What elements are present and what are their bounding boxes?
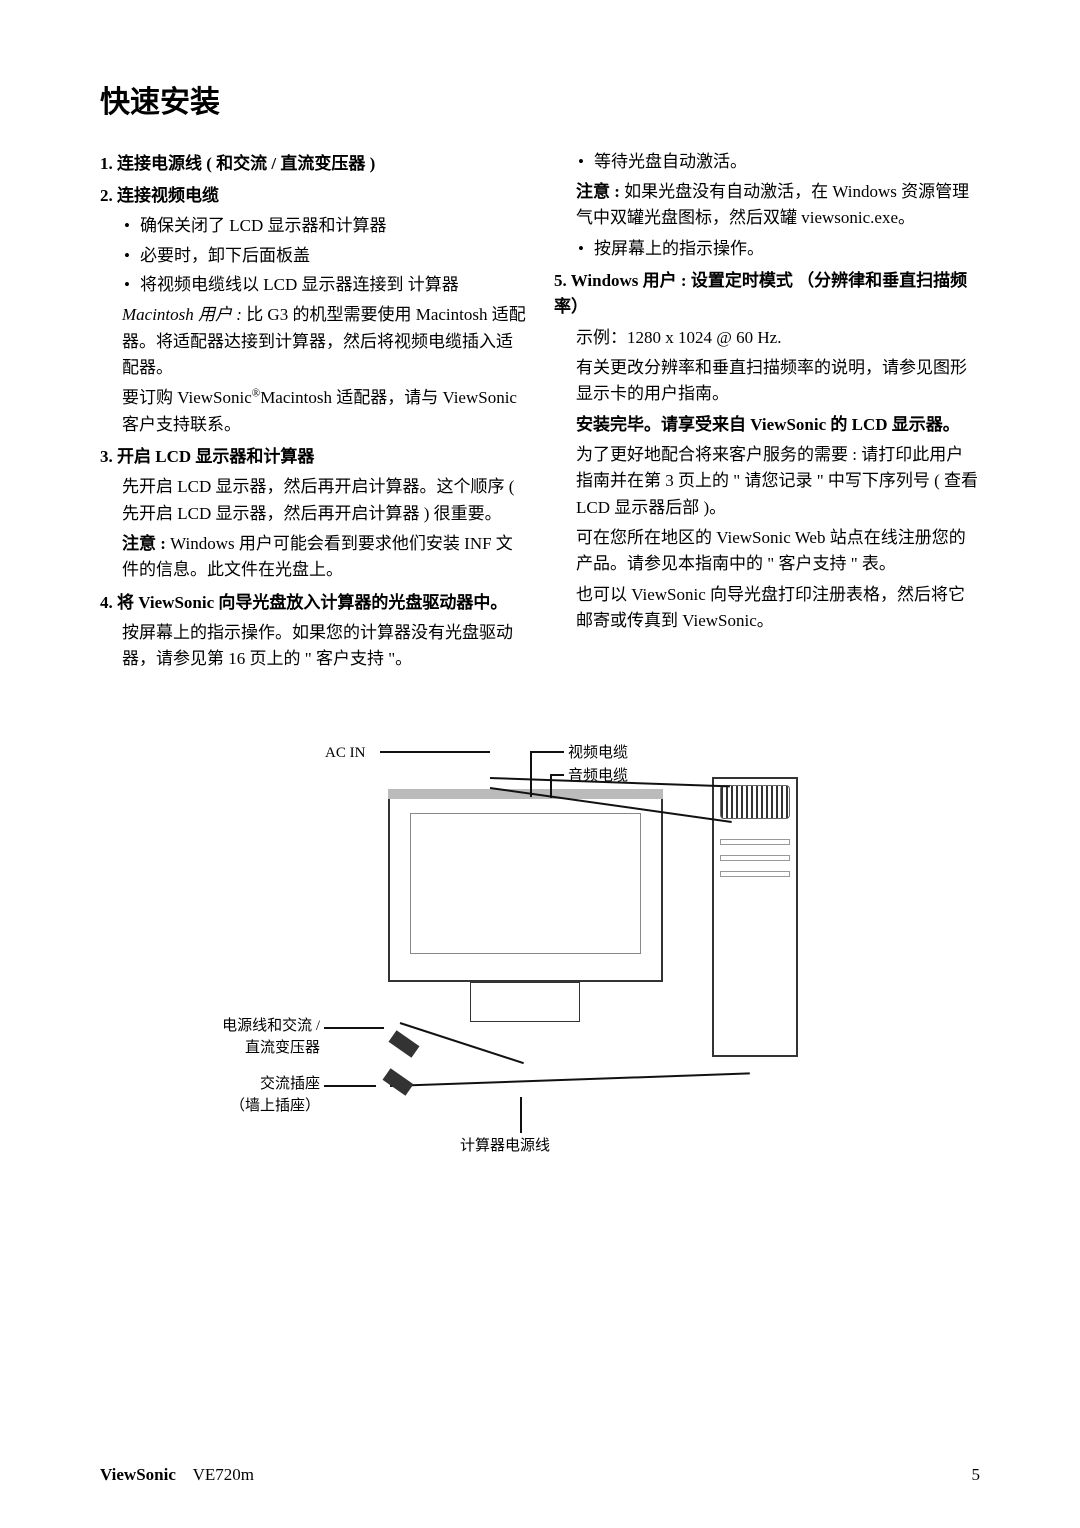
- footer-brand: ViewSonic: [100, 1465, 176, 1484]
- plug-icon: [383, 1068, 414, 1096]
- step-2-bullet-2: 必要时，卸下后面板盖: [122, 243, 526, 269]
- step-2-bullet-1: 确保关闭了 LCD 显示器和计算器: [122, 213, 526, 239]
- computer-slot: [720, 839, 790, 845]
- label-power-adapter-l2: 直流变压器: [190, 1037, 320, 1060]
- connection-diagram: AC IN 视频电缆 音频电缆 电源线和交流 / 直流变压器 交流插座 （墙上插…: [100, 717, 980, 1157]
- leader-line: [530, 751, 564, 753]
- step-4-head: 4. 将 ViewSonic 向导光盘放入计算器的光盘驱动器中。: [100, 590, 526, 616]
- left-column: 1. 连接电源线 ( 和交流 / 直流变压器 ) 2. 连接视频电缆 确保关闭了…: [100, 145, 526, 677]
- footer-left: ViewSonic VE720m: [100, 1462, 254, 1488]
- monitor-icon: [388, 797, 663, 982]
- step-3-note-lead: 注意 :: [122, 534, 166, 553]
- leader-line: [550, 774, 564, 776]
- right-note1-text: 如果光盘没有自动激活，在 Windows 资源管理气中双罐光盘图标，然后双罐 v…: [576, 182, 969, 227]
- page-title: 快速安装: [100, 80, 980, 127]
- step-5-p1: 有关更改分辨率和垂直扫描频率的说明，请参见图形显示卡的用户指南。: [576, 355, 980, 408]
- right-cont: 等待光盘自动激活。 注意 : 如果光盘没有自动激活，在 Windows 资源管理…: [576, 149, 980, 262]
- step-5-p4: 也可以 ViewSonic 向导光盘打印注册表格，然后将它邮寄或传真到 View…: [576, 582, 980, 635]
- leader-line: [530, 751, 532, 797]
- right-note-1: 注意 : 如果光盘没有自动激活，在 Windows 资源管理气中双罐光盘图标，然…: [576, 179, 980, 232]
- step-5-p2: 为了更好地配合将来客户服务的需要 : 请打印此用户指南并在第 3 页上的 " 请…: [576, 442, 980, 521]
- step-2-bullet-3: 将视频电缆线以 LCD 显示器连接到 计算器: [122, 272, 526, 298]
- step-5-done: 安装完毕。请享受来自 ViewSonic 的 LCD 显示器。: [576, 412, 980, 438]
- step-2-body: 确保关闭了 LCD 显示器和计算器 必要时，卸下后面板盖 将视频电缆线以 LCD…: [122, 213, 526, 438]
- footer-model: VE720m: [193, 1465, 254, 1484]
- computer-tower-icon: [712, 777, 798, 1057]
- mac-text-2a: 要订购 ViewSonic: [122, 388, 252, 407]
- leader-line: [550, 774, 552, 798]
- step-3-head: 3. 开启 LCD 显示器和计算器: [100, 444, 526, 470]
- leader-line: [324, 1027, 384, 1029]
- label-ac-in: AC IN: [325, 742, 365, 765]
- step-3-p1: 先开启 LCD 显示器，然后再开启计算器。这个顺序 ( 先开启 LCD 显示器，…: [122, 474, 526, 527]
- leader-line: [324, 1085, 376, 1087]
- cable-computer-power: [390, 1072, 750, 1087]
- step-5-p3: 可在您所在地区的 ViewSonic Web 站点在线注册您的产品。请参见本指南…: [576, 525, 980, 578]
- mac-lead: Macintosh 用户 :: [122, 305, 242, 324]
- step-3-body: 先开启 LCD 显示器，然后再开启计算器。这个顺序 ( 先开启 LCD 显示器，…: [122, 474, 526, 583]
- page-footer: ViewSonic VE720m 5: [100, 1462, 980, 1488]
- step-3-note-text: Windows 用户可能会看到要求他们安装 INF 文件的信息。此文件在光盘上。: [122, 534, 513, 579]
- step-4-p1: 按屏幕上的指示操作。如果您的计算器没有光盘驱动器，请参见第 16 页上的 " 客…: [122, 620, 526, 673]
- leader-line: [520, 1097, 522, 1133]
- registered-mark: ®: [252, 388, 260, 400]
- plug-icon: [389, 1030, 420, 1058]
- computer-psu: [720, 785, 790, 819]
- step-2-mac-1: Macintosh 用户 : 比 G3 的机型需要使用 Macintosh 适配…: [122, 302, 526, 381]
- footer-page-number: 5: [972, 1462, 981, 1488]
- leader-line: [380, 751, 490, 753]
- step-5-body: 示例：1280 x 1024 @ 60 Hz. 有关更改分辨率和垂直扫描频率的说…: [576, 325, 980, 635]
- step-2-head: 2. 连接视频电缆: [100, 183, 526, 209]
- right-bullet-wait: 等待光盘自动激活。: [576, 149, 980, 175]
- label-outlet-l1: 交流插座: [208, 1073, 320, 1096]
- right-bullet-follow: 按屏幕上的指示操作。: [576, 236, 980, 262]
- content-columns: 1. 连接电源线 ( 和交流 / 直流变压器 ) 2. 连接视频电缆 确保关闭了…: [100, 145, 980, 677]
- step-5-head: 5. Windows 用户 : 设置定时模式 （分辨律和垂直扫描频率）: [554, 268, 980, 321]
- example-text: 1280 x 1024 @ 60 Hz.: [627, 328, 781, 347]
- monitor-screen: [410, 813, 641, 954]
- label-outlet-l2: （墙上插座）: [208, 1095, 320, 1118]
- example-lead: 示例：: [576, 328, 627, 347]
- step-3-note: 注意 : Windows 用户可能会看到要求他们安装 INF 文件的信息。此文件…: [122, 531, 526, 584]
- step-1-head: 1. 连接电源线 ( 和交流 / 直流变压器 ): [100, 151, 526, 177]
- label-video-cable: 视频电缆: [568, 742, 628, 765]
- step-5-example: 示例：1280 x 1024 @ 60 Hz.: [576, 325, 980, 351]
- label-power-adapter-l1: 电源线和交流 /: [190, 1015, 320, 1038]
- label-computer-power: 计算器电源线: [460, 1135, 550, 1158]
- computer-slot: [720, 871, 790, 877]
- right-note1-lead: 注意 :: [576, 182, 620, 201]
- label-audio-cable: 音频电缆: [568, 765, 628, 788]
- computer-slot: [720, 855, 790, 861]
- step-2-mac-2: 要订购 ViewSonic®Macintosh 适配器，请与 ViewSonic…: [122, 385, 526, 438]
- monitor-stand: [470, 982, 580, 1022]
- cable-power: [400, 1022, 524, 1064]
- step-4-body: 按屏幕上的指示操作。如果您的计算器没有光盘驱动器，请参见第 16 页上的 " 客…: [122, 620, 526, 673]
- right-column: 等待光盘自动激活。 注意 : 如果光盘没有自动激活，在 Windows 资源管理…: [554, 145, 980, 677]
